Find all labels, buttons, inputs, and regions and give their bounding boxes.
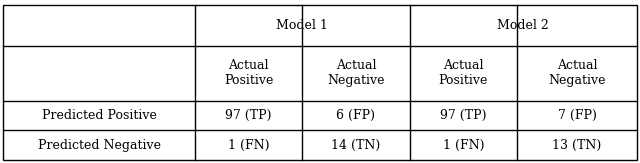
Text: 7 (FP): 7 (FP): [557, 109, 596, 122]
Text: 97 (TP): 97 (TP): [225, 109, 272, 122]
Text: Model 1: Model 1: [276, 19, 328, 32]
Text: Predicted Positive: Predicted Positive: [42, 109, 157, 122]
Text: 1 (FN): 1 (FN): [443, 139, 484, 152]
Text: 97 (TP): 97 (TP): [440, 109, 486, 122]
Text: Actual
Negative: Actual Negative: [327, 59, 385, 87]
Text: 13 (TN): 13 (TN): [552, 139, 602, 152]
Text: Actual
Negative: Actual Negative: [548, 59, 605, 87]
Text: 14 (TN): 14 (TN): [332, 139, 380, 152]
Text: Model 2: Model 2: [497, 19, 549, 32]
Text: 6 (FP): 6 (FP): [337, 109, 375, 122]
Text: Actual
Positive: Actual Positive: [438, 59, 488, 87]
Text: Predicted Negative: Predicted Negative: [38, 139, 161, 152]
Text: Actual
Positive: Actual Positive: [224, 59, 273, 87]
Text: 1 (FN): 1 (FN): [228, 139, 269, 152]
